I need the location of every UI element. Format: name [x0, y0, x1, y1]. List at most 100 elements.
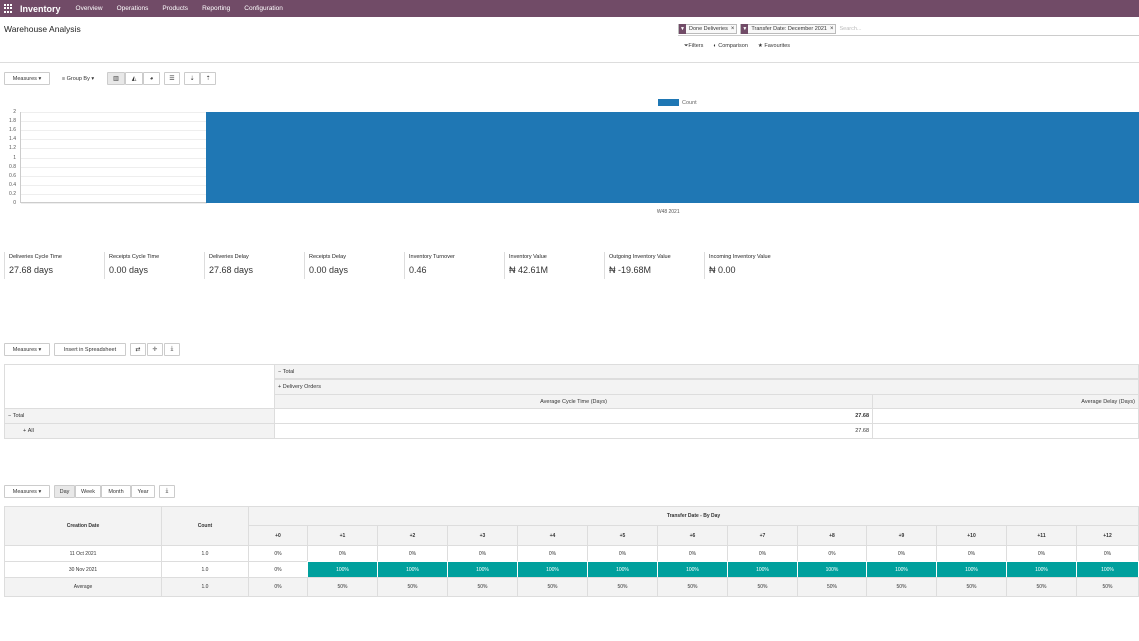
cohort-cell[interactable]: 100%: [797, 561, 867, 578]
app-brand[interactable]: Inventory: [20, 3, 61, 14]
close-icon[interactable]: ×: [829, 26, 834, 32]
cohort-cell[interactable]: 100%: [517, 561, 588, 578]
cohort-cell[interactable]: 0%: [797, 545, 867, 562]
top-navbar: Inventory Overview Operations Products R…: [0, 0, 1139, 17]
chart-bar[interactable]: [205, 112, 1139, 203]
kpi-label: Incoming Inventory Value: [709, 254, 771, 260]
comparison-dropdown[interactable]: ◐ Comparison: [713, 43, 748, 49]
cohort-cell[interactable]: 100%: [377, 561, 448, 578]
interval-year-button[interactable]: Year: [131, 485, 155, 498]
menu-overview[interactable]: Overview: [75, 5, 103, 12]
group-by-button[interactable]: ≡ Group By ▾: [55, 72, 101, 85]
plus-icon: +: [23, 428, 28, 434]
pivot-corner: [4, 364, 275, 409]
line-chart-button[interactable]: ◭: [125, 72, 143, 85]
cohort-header-transfer-date: Transfer Date - By Day: [248, 506, 1139, 526]
cohort-cell[interactable]: 0%: [517, 545, 588, 562]
apps-menu-icon[interactable]: [4, 4, 13, 13]
cohort-cell[interactable]: 0%: [447, 545, 518, 562]
cohort-average-cell: 50%: [447, 577, 518, 597]
kpi-label: Inventory Value: [509, 254, 547, 260]
pivot-cell-total-delay[interactable]: [872, 408, 1139, 424]
pivot-cell-all-delay[interactable]: [872, 423, 1139, 439]
download-icon: ⤓: [165, 488, 169, 494]
cohort-cell[interactable]: 0%: [307, 545, 378, 562]
minus-icon: −: [8, 413, 13, 419]
expand-arrows-icon: ✛: [152, 347, 158, 353]
close-icon[interactable]: ×: [730, 26, 735, 32]
kpi-receipts-cycle-time[interactable]: Receipts Cycle Time 0.00 days: [104, 252, 204, 279]
search-input[interactable]: Search...: [839, 26, 862, 32]
cohort-cell[interactable]: 0%: [866, 545, 937, 562]
expand-all-button[interactable]: ✛: [147, 343, 163, 356]
menu-products[interactable]: Products: [162, 5, 189, 12]
cohort-cell[interactable]: 100%: [447, 561, 518, 578]
cohort-cell[interactable]: 100%: [587, 561, 658, 578]
gridline: [21, 184, 207, 186]
graph-measures-button[interactable]: Measures ▾: [4, 72, 50, 85]
filter-icon: ▼: [679, 24, 686, 34]
search-facet-done-deliveries[interactable]: ▼ Done Deliveries ×: [678, 24, 738, 34]
cohort-cell[interactable]: 0%: [936, 545, 1007, 562]
cohort-measures-button[interactable]: Measures ▾: [4, 485, 50, 498]
download-button[interactable]: ⤓: [164, 343, 180, 356]
cohort-cell[interactable]: 100%: [727, 561, 798, 578]
pivot-cell-all-cycle[interactable]: 27.68: [274, 423, 873, 439]
descending-sort-button[interactable]: ⇣: [184, 72, 200, 85]
cohort-cell[interactable]: 0%: [248, 561, 308, 578]
pivot-col-header-total[interactable]: − Total: [274, 364, 1139, 379]
cohort-cell[interactable]: 0%: [657, 545, 728, 562]
pivot-cell-total-cycle[interactable]: 27.68: [274, 408, 873, 424]
kpi-incoming-inventory-value[interactable]: Incoming Inventory Value ₦ 0.00: [704, 252, 804, 279]
cohort-download-button[interactable]: ⤓: [159, 485, 175, 498]
chart-legend[interactable]: Count: [658, 99, 697, 106]
kpi-receipts-delay[interactable]: Receipts Delay 0.00 days: [304, 252, 404, 279]
pie-chart-button[interactable]: ◕: [143, 72, 160, 85]
interval-day-button[interactable]: Day: [54, 485, 75, 498]
interval-month-button[interactable]: Month: [101, 485, 131, 498]
filters-dropdown[interactable]: ⏷Filters: [684, 43, 704, 49]
search-facet-transfer-date[interactable]: ▼ Transfer Date: December 2021 ×: [740, 24, 837, 34]
pivot-row-header-all[interactable]: + All: [4, 423, 275, 439]
kpi-inventory-value[interactable]: Inventory Value ₦ 42.61M: [504, 252, 604, 279]
y-tick-label: 0.6: [9, 172, 16, 179]
ascending-sort-button[interactable]: ⇡: [200, 72, 216, 85]
cohort-cell[interactable]: 0%: [248, 545, 308, 562]
star-icon: ★: [757, 43, 765, 49]
pivot-measure-header-cycle-time[interactable]: Average Cycle Time (Days): [274, 394, 873, 409]
cohort-cell[interactable]: 100%: [1006, 561, 1077, 578]
interval-week-button[interactable]: Week: [75, 485, 101, 498]
cohort-cell[interactable]: 100%: [936, 561, 1007, 578]
cohort-cell[interactable]: 100%: [1076, 561, 1139, 578]
menu-reporting[interactable]: Reporting: [202, 5, 231, 12]
adjust-icon: ◐: [713, 43, 719, 49]
stacked-button[interactable]: ☰: [164, 72, 180, 85]
database-icon: ☰: [169, 76, 175, 82]
flip-axis-button[interactable]: ⇄: [130, 343, 146, 356]
pivot-col-header-delivery-orders[interactable]: + Delivery Orders: [274, 379, 1139, 395]
y-tick-label: 1: [13, 154, 16, 161]
cohort-cell[interactable]: 100%: [307, 561, 378, 578]
kpi-deliveries-cycle-time[interactable]: Deliveries Cycle Time 27.68 days: [4, 252, 104, 279]
cohort-cell[interactable]: 0%: [377, 545, 448, 562]
pivot-row-header-total[interactable]: − Total: [4, 408, 275, 424]
kpi-deliveries-delay[interactable]: Deliveries Delay 27.68 days: [204, 252, 304, 279]
cohort-cell[interactable]: 0%: [1076, 545, 1139, 562]
kpi-inventory-turnover[interactable]: Inventory Turnover 0.46: [404, 252, 504, 279]
kpi-value: ₦ -19.68M: [609, 265, 652, 275]
cohort-cell[interactable]: 100%: [657, 561, 728, 578]
menu-configuration[interactable]: Configuration: [244, 5, 283, 12]
kpi-outgoing-inventory-value[interactable]: Outgoing Inventory Value ₦ -19.68M: [604, 252, 704, 279]
exchange-icon: ⇄: [135, 347, 141, 353]
cohort-cell[interactable]: 100%: [866, 561, 937, 578]
bar-chart-button[interactable]: ▥: [107, 72, 125, 85]
pivot-measure-header-delay[interactable]: Average Delay (Days): [872, 394, 1139, 409]
cohort-cell[interactable]: 0%: [727, 545, 798, 562]
menu-operations[interactable]: Operations: [116, 5, 149, 12]
cohort-cell[interactable]: 0%: [1006, 545, 1077, 562]
insert-in-spreadsheet-button[interactable]: Insert in Spreadsheet: [54, 343, 126, 356]
pivot-measures-button[interactable]: Measures ▾: [4, 343, 50, 356]
favourites-dropdown[interactable]: ★ Favourites: [757, 43, 791, 49]
cohort-cell[interactable]: 0%: [587, 545, 658, 562]
search-bar[interactable]: ▼ Done Deliveries × ▼ Transfer Date: Dec…: [678, 23, 1139, 36]
